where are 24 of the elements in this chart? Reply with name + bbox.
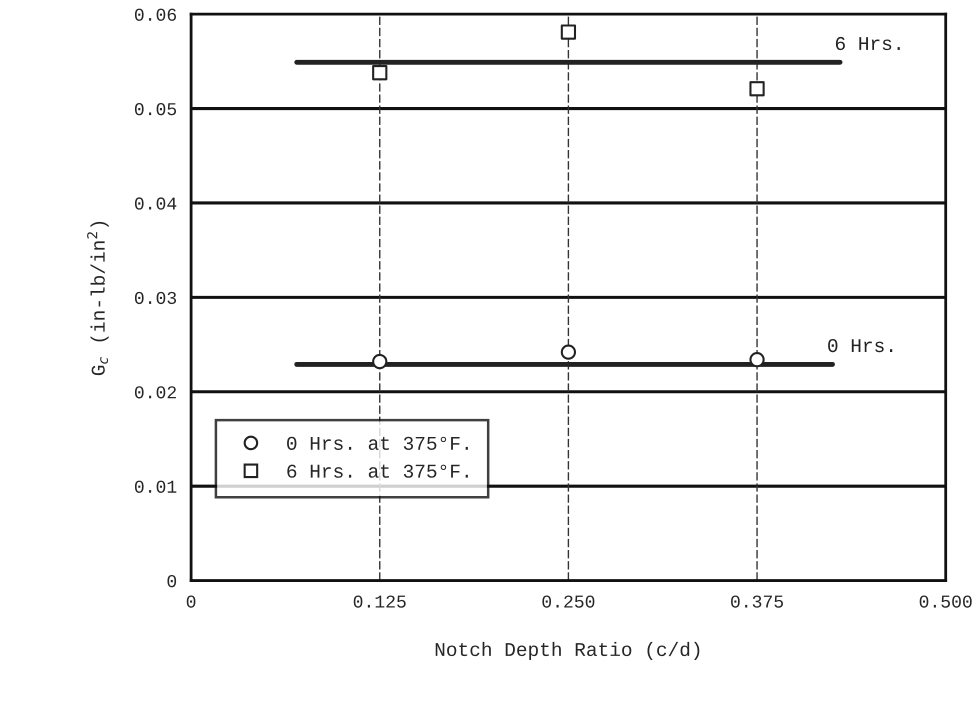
point — [372, 354, 388, 370]
x-axis-title: Notch Depth Ratio (c/d) — [436, 642, 700, 660]
point — [560, 24, 576, 40]
y-tick-label: 0.04 — [134, 197, 176, 210]
x-tick-label: 0.375 — [731, 595, 783, 608]
point — [372, 65, 388, 80]
series-label: 6 Hrs. — [836, 36, 900, 50]
point — [749, 352, 765, 368]
legend-label: 0 Hrs. at 375°F. — [287, 436, 468, 450]
y-tick-label: 0.02 — [134, 386, 176, 398]
y-tick-label: 0.01 — [134, 480, 176, 493]
y-tick-label: 0.03 — [134, 292, 176, 304]
y-tick-label: 0.05 — [134, 103, 176, 116]
y-tick-label: 0 — [167, 575, 176, 588]
point — [749, 81, 765, 96]
x-tick-label: 0 — [186, 595, 196, 608]
legend-label: 6 Hrs. at 375°F. — [287, 464, 468, 478]
point — [560, 344, 576, 360]
y-tick-label: 0.06 — [134, 8, 176, 21]
x-tick-label: 0.125 — [354, 595, 406, 608]
x-tick-label: 0.500 — [920, 595, 972, 608]
series-label: 0 Hrs. — [828, 339, 892, 352]
y-axis-title: G$_{c}$ (in-lb/in$^{2}$) — [87, 222, 109, 376]
x-tick-label: 0.250 — [542, 595, 594, 608]
